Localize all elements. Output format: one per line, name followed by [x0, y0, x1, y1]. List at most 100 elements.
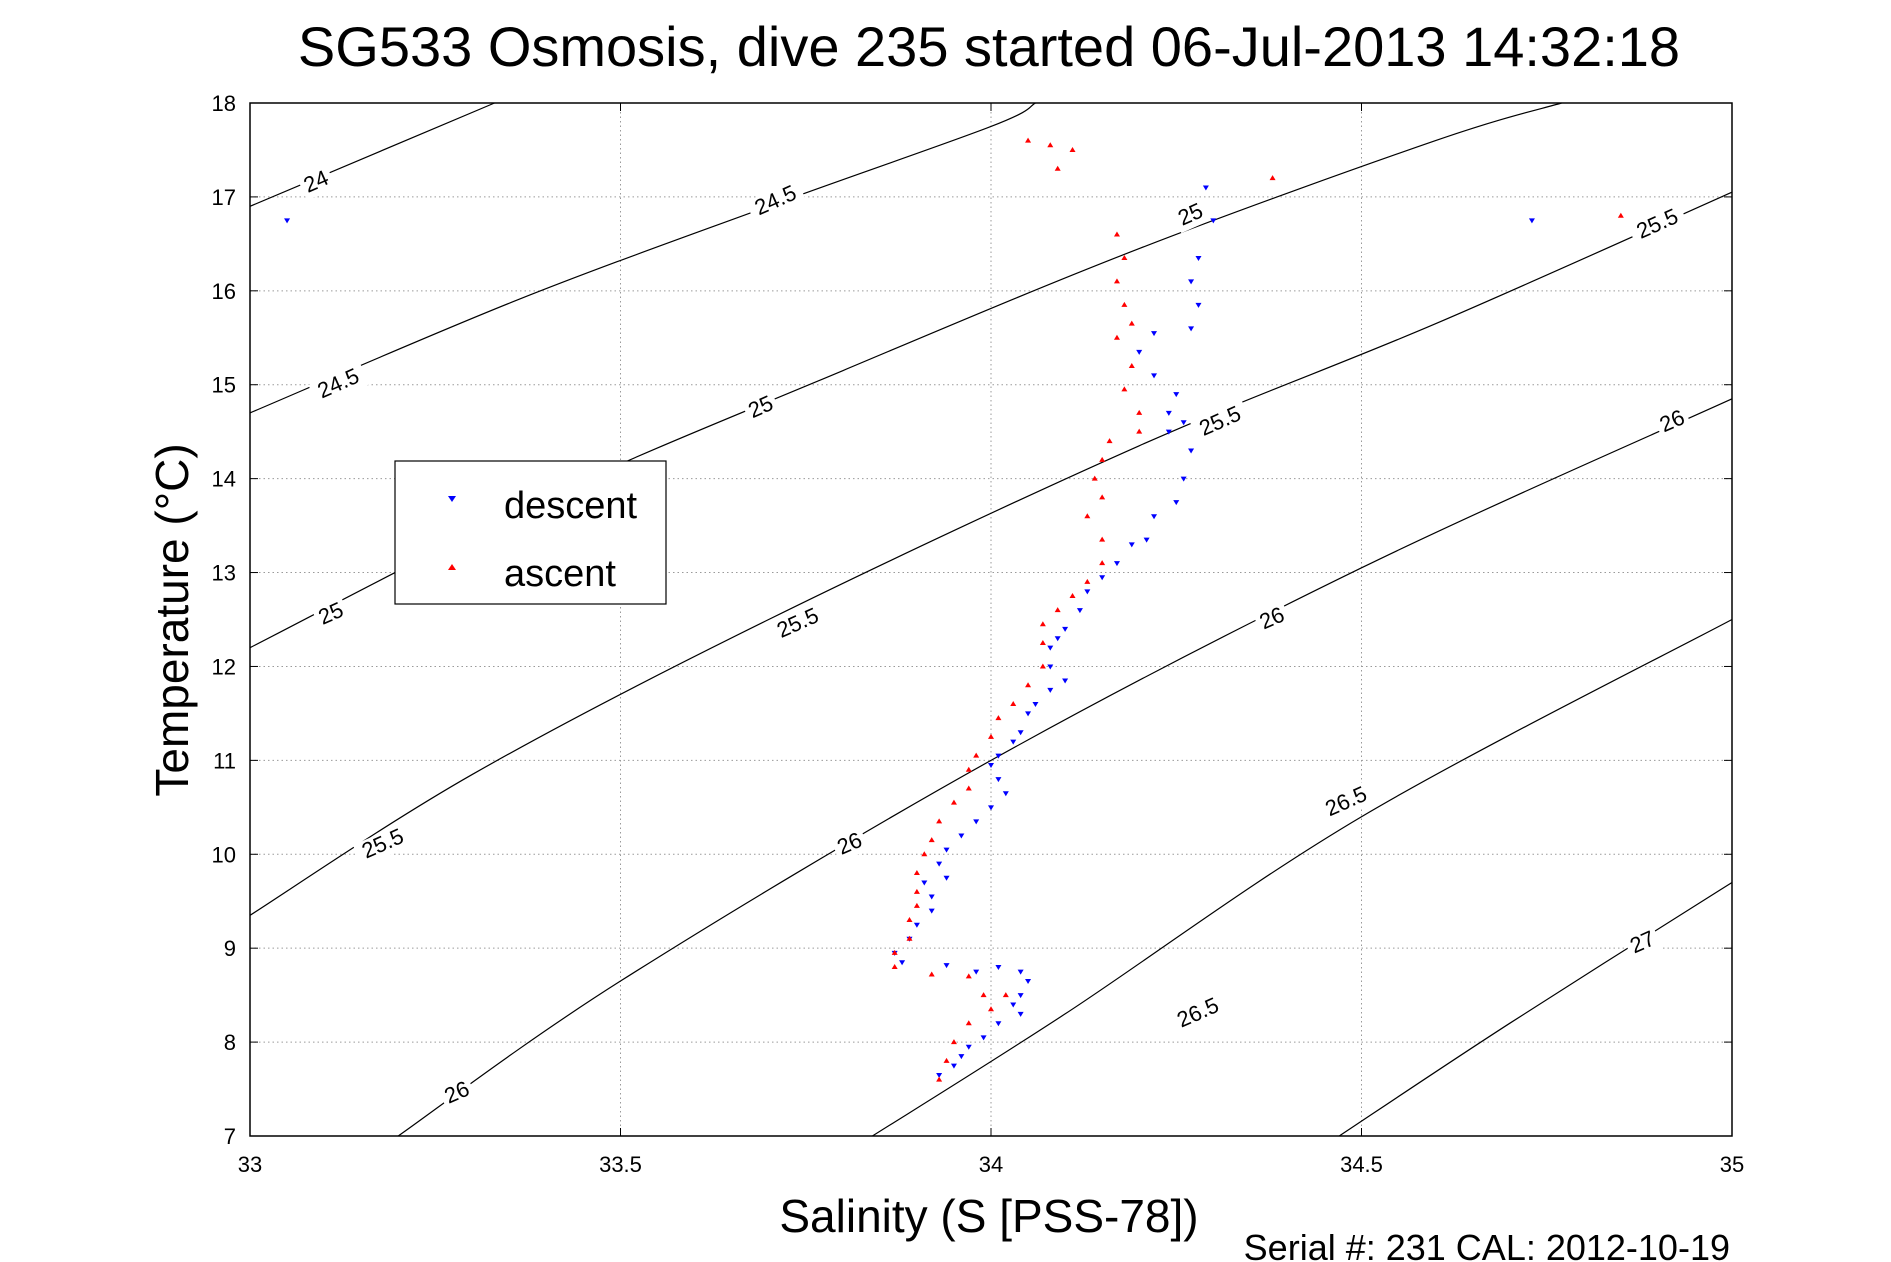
ascent-point: [1025, 137, 1032, 143]
ascent-point: [1128, 362, 1135, 368]
descent-point: [1151, 514, 1158, 520]
ascent-point: [988, 1006, 994, 1012]
descent-point: [913, 922, 920, 928]
descent-point: [1076, 608, 1083, 614]
y-tick-label: 17: [212, 185, 236, 210]
descent-point: [973, 819, 980, 825]
ascent-point: [1136, 428, 1143, 434]
ascent-point: [950, 799, 957, 805]
descent-point: [1151, 373, 1158, 379]
ascent-point: [965, 766, 972, 772]
y-tick-label: 15: [212, 373, 236, 398]
descent-point: [1017, 969, 1024, 975]
ascent-point: [1121, 254, 1128, 260]
descent-point: [1113, 561, 1120, 567]
descent-point: [1165, 410, 1172, 416]
descent-point: [1143, 537, 1150, 543]
legend-box: [394, 460, 667, 605]
grid-lines: [250, 103, 1732, 1136]
ascent-point: [891, 963, 898, 969]
descent-point: [936, 861, 943, 867]
isopycnal-label-bg: [1627, 202, 1689, 248]
descent-point: [1047, 687, 1054, 693]
isopycnal-label-bg: [1316, 780, 1378, 825]
x-axis-ticks: 33 33.5 34 34.5 35: [238, 103, 1744, 1177]
descent-point: [1010, 1002, 1017, 1008]
y-axis-ticks: 7 8 9 10 11 12 13 14 15 16 17 18: [212, 91, 1732, 1149]
legend-label-descent: descent: [504, 485, 638, 527]
ascent-point: [891, 949, 898, 955]
ascent-point: [943, 1057, 950, 1063]
ascent-point: [1084, 513, 1091, 519]
descent-point: [988, 763, 994, 769]
descent-point: [1025, 711, 1032, 717]
descent-point: [899, 960, 906, 966]
ascent-point: [1054, 607, 1061, 613]
isopycnal-label-bg: [297, 165, 337, 201]
isopycnal-line-24: [249, 102, 495, 207]
descent-point: [1017, 993, 1024, 999]
ascent-point: [965, 785, 972, 791]
x-tick-label: 34.5: [1340, 1152, 1383, 1177]
descent-point: [950, 1063, 957, 1069]
descent-point: [1173, 392, 1180, 398]
descent-point: [1054, 636, 1061, 642]
descent-point: [1017, 730, 1024, 736]
isopycnal-label-bg: [352, 822, 414, 868]
descent-point: [1002, 791, 1009, 797]
isopycnal-label-bg: [745, 179, 807, 224]
descent-point: [1025, 979, 1032, 985]
legend-marker-descent: [448, 496, 456, 502]
y-tick-label: 18: [212, 91, 236, 116]
y-tick-label: 9: [224, 936, 236, 961]
ascent-point: [906, 935, 913, 941]
ascent-point: [988, 733, 994, 739]
legend: descent ascent: [394, 460, 667, 605]
descent-point: [1062, 626, 1069, 632]
ascent-point: [936, 818, 943, 824]
isopycnal-line-26.5: [872, 618, 1733, 1137]
descent-point: [1047, 645, 1054, 651]
isopycnal-line-26: [397, 398, 1733, 1137]
descent-point: [1195, 255, 1202, 261]
ascent-point: [936, 1076, 943, 1082]
serial-calibration-note: Serial #: 231 CAL: 2012-10-19: [1244, 1227, 1730, 1262]
descent-point: [1188, 279, 1195, 285]
descent-point: [928, 908, 935, 914]
ascent-point: [1113, 278, 1120, 284]
isopycnal-label-bg: [1168, 991, 1229, 1037]
isopycnal-label-bg: [1653, 404, 1693, 440]
isopycnal-label-bg: [312, 597, 352, 633]
ascent-point: [913, 888, 920, 894]
descent-point: [1202, 185, 1209, 191]
descent-point: [1151, 331, 1158, 337]
ascent-point: [1002, 992, 1009, 998]
ascent-point: [1099, 560, 1106, 566]
isopycnal-line-27: [1338, 881, 1733, 1137]
y-tick-label: 7: [224, 1124, 236, 1149]
descent-point: [921, 880, 928, 886]
descent-point: [958, 1054, 965, 1060]
ascent-point: [1099, 494, 1106, 500]
ascent-point: [1106, 438, 1113, 444]
ascent-point: [1269, 175, 1276, 181]
ascent-point: [965, 1020, 972, 1026]
ascent-point: [1099, 536, 1106, 542]
isopycnal-label-bg: [741, 390, 781, 426]
ascent-point: [913, 870, 920, 876]
ascent-point: [1010, 701, 1017, 707]
isopycnal-label-bg: [1253, 602, 1293, 637]
isopycnal-label-bg: [308, 362, 370, 408]
ascent-point: [921, 851, 928, 857]
descent-point: [995, 777, 1002, 783]
descent-point: [943, 847, 950, 853]
ascent-point: [1091, 475, 1098, 481]
ascent-point: [1617, 212, 1624, 218]
descent-point: [943, 963, 950, 969]
descent-point: [1084, 589, 1091, 595]
ascent-point: [1039, 663, 1046, 669]
chart-title: SG533 Osmosis, dive 235 started 06-Jul-2…: [298, 15, 1680, 78]
ascent-point: [913, 902, 920, 908]
y-tick-label: 11: [213, 748, 236, 773]
